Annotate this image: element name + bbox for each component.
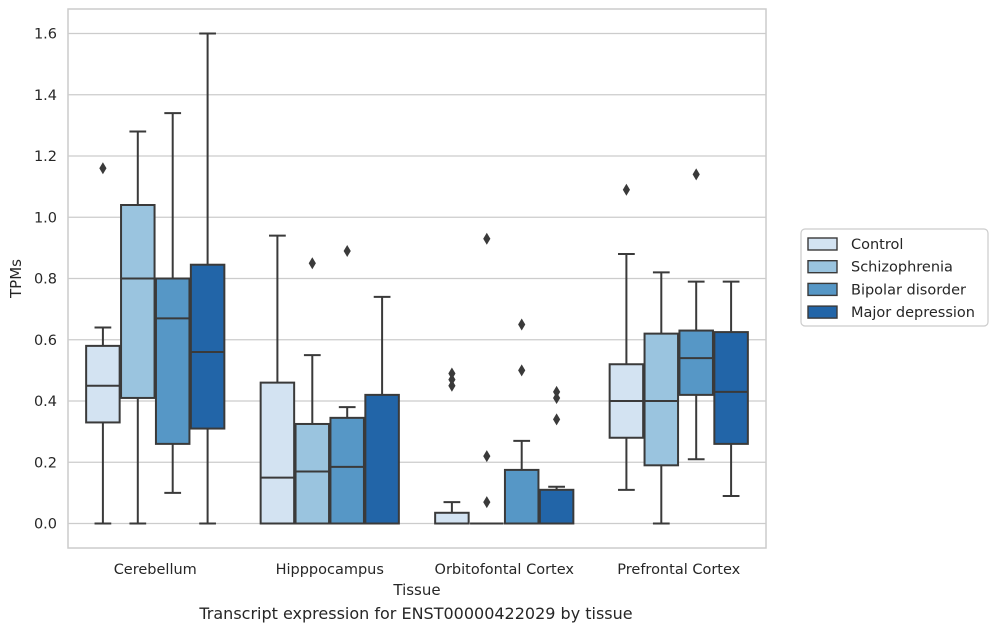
outlier-point [483,496,491,509]
x-tick-label: Cerebellum [114,562,197,578]
legend-swatch [807,305,838,319]
legend: Control Schizophrenia Bipolar disorder Majo… [800,228,989,327]
box-body [364,393,400,525]
y-tick-label: 0.4 [34,394,57,410]
box-1-0 [259,234,296,525]
outlier-point [343,244,351,257]
box-1-3 [364,295,400,525]
box-0-3 [189,32,226,525]
y-tick-label: 0.0 [34,517,57,533]
box-3-0 [608,183,645,491]
y-tick-label: 0.8 [34,272,57,288]
box-2-1 [470,232,504,525]
box-body [259,381,296,525]
outlier-point [518,318,526,331]
outlier-point [448,373,456,386]
legend-label: Schizophrenia [851,260,953,276]
box-body [85,344,121,424]
box-body [678,329,714,396]
y-tick-label: 0.6 [34,333,57,349]
legend-frame [800,228,989,327]
y-tick-label: 1.0 [34,210,57,226]
y-tick-label: 1.6 [34,27,57,43]
box-body [503,468,540,525]
y-tick-label: 0.2 [34,455,57,471]
plot-frame [67,8,767,549]
box-2-3 [538,385,575,525]
outlier-point [518,364,526,377]
outlier-point [483,450,491,463]
box-body [538,488,575,525]
box-body [434,511,470,525]
box-body [189,263,226,430]
box-3-2 [678,168,714,461]
box-0-2 [154,112,191,494]
outlier-point [553,391,561,404]
outlier-point [553,413,561,426]
outlier-point [99,162,107,175]
box-2-0 [434,367,470,525]
outlier-point [622,183,630,196]
outlier-point [448,379,456,392]
x-tick-label: Orbitofontal Cortex [435,562,575,578]
y-tick-label: 1.2 [34,149,57,165]
legend-label: Major depression [851,305,975,321]
box-2-2 [503,318,540,525]
box-0-1 [120,130,156,525]
x-tick-label: Prefrontal Cortex [617,562,740,578]
legend-label: Bipolar disorder [851,282,966,298]
y-tick-label: 1.4 [34,88,57,104]
outlier-point [553,385,561,398]
outlier-point [448,367,456,380]
legend-label: Control [851,237,903,253]
box-body [329,416,365,525]
box-body [154,277,191,445]
box-3-1 [643,271,680,525]
x-tick-label: Hipppocampus [276,562,384,578]
y-axis-label: TPMs [7,259,25,299]
box-1-1 [294,257,331,525]
figure-caption: Transcript expression for ENST0000042202… [199,604,633,623]
x-axis-label: Tissue [392,581,440,599]
box-body [294,422,331,525]
legend-swatch [807,260,838,274]
box-body [713,331,749,445]
outlier-point [692,168,700,181]
box-3-3 [713,280,749,497]
box-1-2 [329,244,365,525]
box-0-0 [85,162,121,525]
outlier-point [308,257,316,270]
legend-swatch [807,237,838,251]
box-body [643,332,680,467]
outlier-point [483,232,491,245]
legend-swatch [807,282,838,297]
box-body [120,204,156,399]
